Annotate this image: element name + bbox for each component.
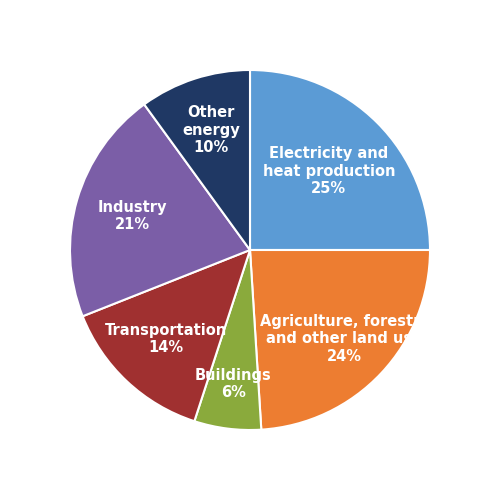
Text: Agriculture, forestry
and other land use
24%: Agriculture, forestry and other land use… (260, 314, 430, 364)
Text: Other
energy
10%: Other energy 10% (182, 106, 240, 155)
Wedge shape (250, 70, 430, 250)
Text: Electricity and
heat production
25%: Electricity and heat production 25% (262, 146, 395, 196)
Wedge shape (70, 104, 250, 316)
Text: Transportation
14%: Transportation 14% (105, 323, 228, 356)
Wedge shape (194, 250, 262, 430)
Text: Buildings
6%: Buildings 6% (194, 368, 272, 400)
Wedge shape (144, 70, 250, 250)
Text: Industry
21%: Industry 21% (98, 200, 167, 232)
Wedge shape (82, 250, 250, 421)
Wedge shape (250, 250, 430, 430)
